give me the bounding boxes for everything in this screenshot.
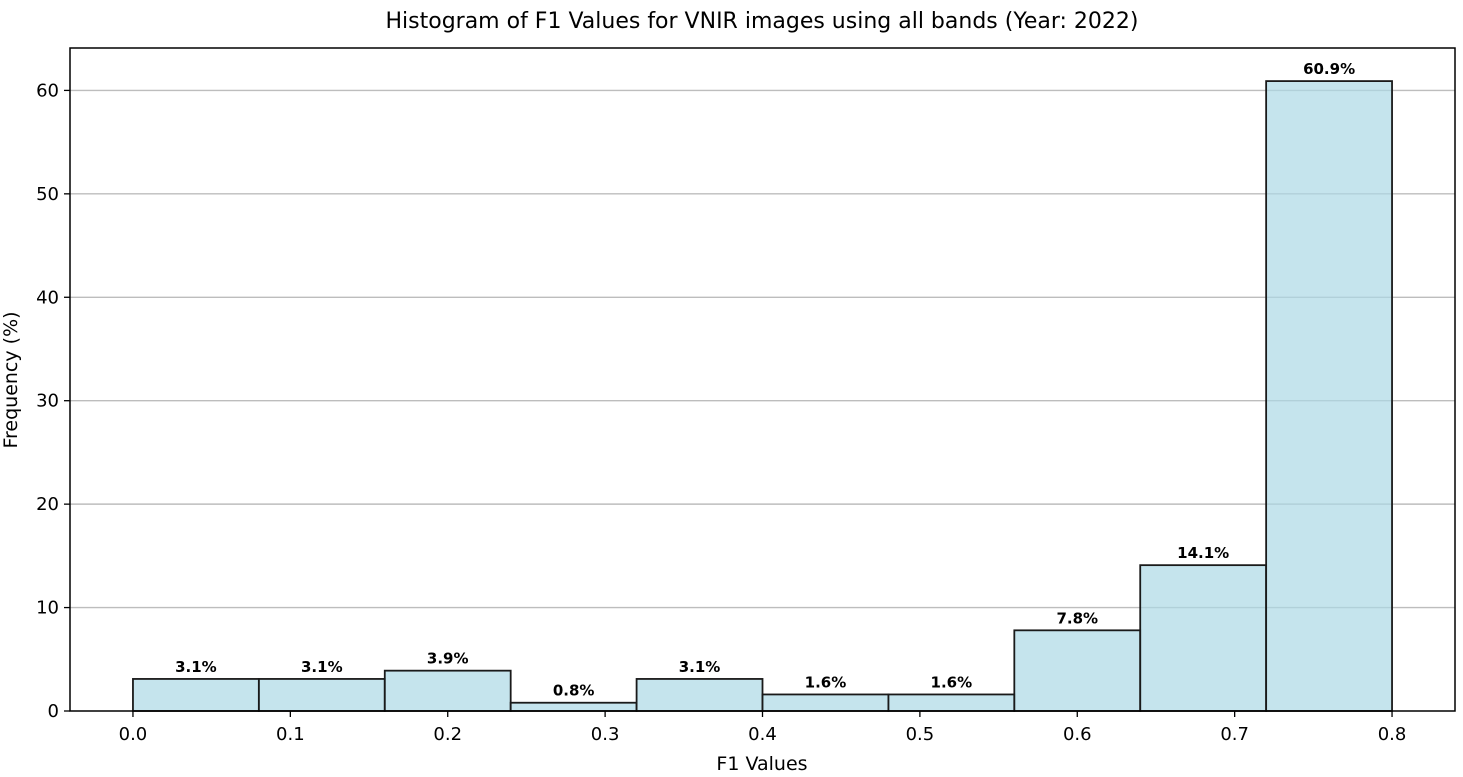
y-axis-ticks: 0 10 20 30 40 50 60 xyxy=(36,80,70,722)
x-axis-ticks: 0.0 0.1 0.2 0.3 0.4 0.5 0.6 0.7 0.8 xyxy=(119,711,1407,745)
bar-value-label: 3.1% xyxy=(301,658,343,676)
y-tick-label: 40 xyxy=(36,287,59,308)
bars xyxy=(132,80,1393,712)
bar-value-label: 60.9% xyxy=(1303,60,1355,78)
x-axis-label: F1 Values xyxy=(716,753,807,775)
histogram-bar xyxy=(383,669,512,712)
x-tick-label: 0.5 xyxy=(906,724,935,745)
histogram-bar xyxy=(1013,629,1142,712)
x-tick-label: 0.8 xyxy=(1378,724,1407,745)
y-tick-label: 30 xyxy=(36,391,59,412)
histogram-bar xyxy=(761,693,890,712)
y-grid xyxy=(70,89,1455,609)
y-tick-label: 20 xyxy=(36,494,59,515)
bar-value-label: 1.6% xyxy=(931,673,973,691)
histogram-bar xyxy=(1139,564,1268,712)
bar-value-label: 14.1% xyxy=(1177,544,1229,562)
y-tick-label: 60 xyxy=(36,80,59,101)
bar-value-label: 3.1% xyxy=(679,658,721,676)
x-tick-label: 0.7 xyxy=(1220,724,1249,745)
bar-value-label: 0.8% xyxy=(553,682,595,700)
bar-value-label: 3.1% xyxy=(175,658,217,676)
x-tick-label: 0.6 xyxy=(1063,724,1092,745)
x-tick-label: 0.4 xyxy=(748,724,777,745)
histogram-bar xyxy=(509,701,638,712)
y-tick-label: 50 xyxy=(36,184,59,205)
x-tick-label: 0.2 xyxy=(433,724,462,745)
x-tick-label: 0.0 xyxy=(119,724,148,745)
histogram-bar xyxy=(635,678,764,712)
x-tick-label: 0.1 xyxy=(276,724,305,745)
histogram-bar xyxy=(1265,80,1393,712)
y-tick-label: 10 xyxy=(36,598,59,619)
bar-value-label: 3.9% xyxy=(427,650,469,668)
histogram-bar xyxy=(887,693,1016,712)
x-tick-label: 0.3 xyxy=(591,724,620,745)
histogram-bar xyxy=(132,678,260,712)
chart-title: Histogram of F1 Values for VNIR images u… xyxy=(385,9,1138,34)
data-labels: 3.1% 3.1% 3.9% 0.8% 3.1% 1.6% 1.6% 7.8% 14.1% 60.… xyxy=(175,60,1355,700)
y-tick-label: 0 xyxy=(48,701,59,722)
histogram-bar xyxy=(257,678,386,712)
bar-value-label: 7.8% xyxy=(1056,609,1098,627)
bar-value-label: 1.6% xyxy=(805,673,847,691)
y-axis-label: Frequency (%) xyxy=(0,311,22,448)
